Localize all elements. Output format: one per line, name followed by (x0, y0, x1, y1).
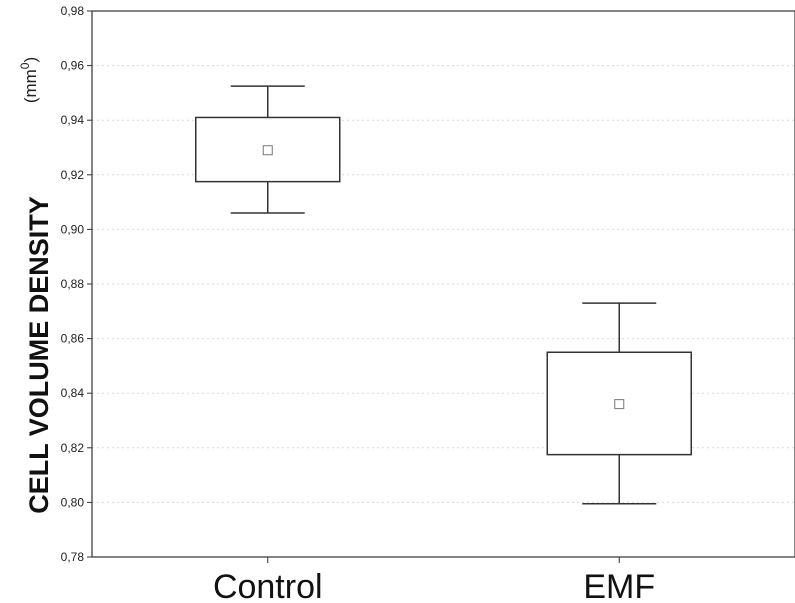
y-tick-label: 0,80 (61, 495, 85, 509)
y-tick-label: 0,84 (61, 386, 85, 400)
box-group-control (195, 85, 341, 214)
boxes (195, 85, 692, 505)
y-unit-open: (mm (21, 69, 40, 103)
y-axis-title: CELL VOLUME DENSITY (24, 196, 54, 514)
box-rect (546, 351, 692, 456)
y-ticks: 0,78 0,80 0,82 0,84 0,86 0,88 0,90 0,92 0,94 0,96… (61, 4, 92, 564)
y-tick-label: 0,88 (61, 277, 85, 291)
x-category-label-emf: EMF (583, 568, 655, 603)
y-tick-label: 0,78 (61, 550, 85, 564)
y-unit-close: ) (21, 57, 40, 63)
y-axis-unit: (mm0) (18, 57, 40, 103)
y-tick-label: 0,96 (61, 59, 85, 73)
x-category-labels: Control EMF (213, 557, 655, 603)
y-tick-label: 0,92 (61, 168, 85, 182)
y-tick-label: 0,82 (61, 441, 85, 455)
y-tick-label: 0,90 (61, 222, 85, 236)
box-group-emf (546, 302, 692, 505)
x-category-label-control: Control (213, 568, 323, 603)
center-marker (262, 145, 273, 156)
y-tick-label: 0,98 (61, 4, 85, 18)
center-marker (614, 399, 625, 410)
y-tick-label: 0,94 (61, 113, 85, 127)
y-unit-superscript: 0 (18, 62, 32, 69)
y-tick-label: 0,86 (61, 332, 85, 346)
